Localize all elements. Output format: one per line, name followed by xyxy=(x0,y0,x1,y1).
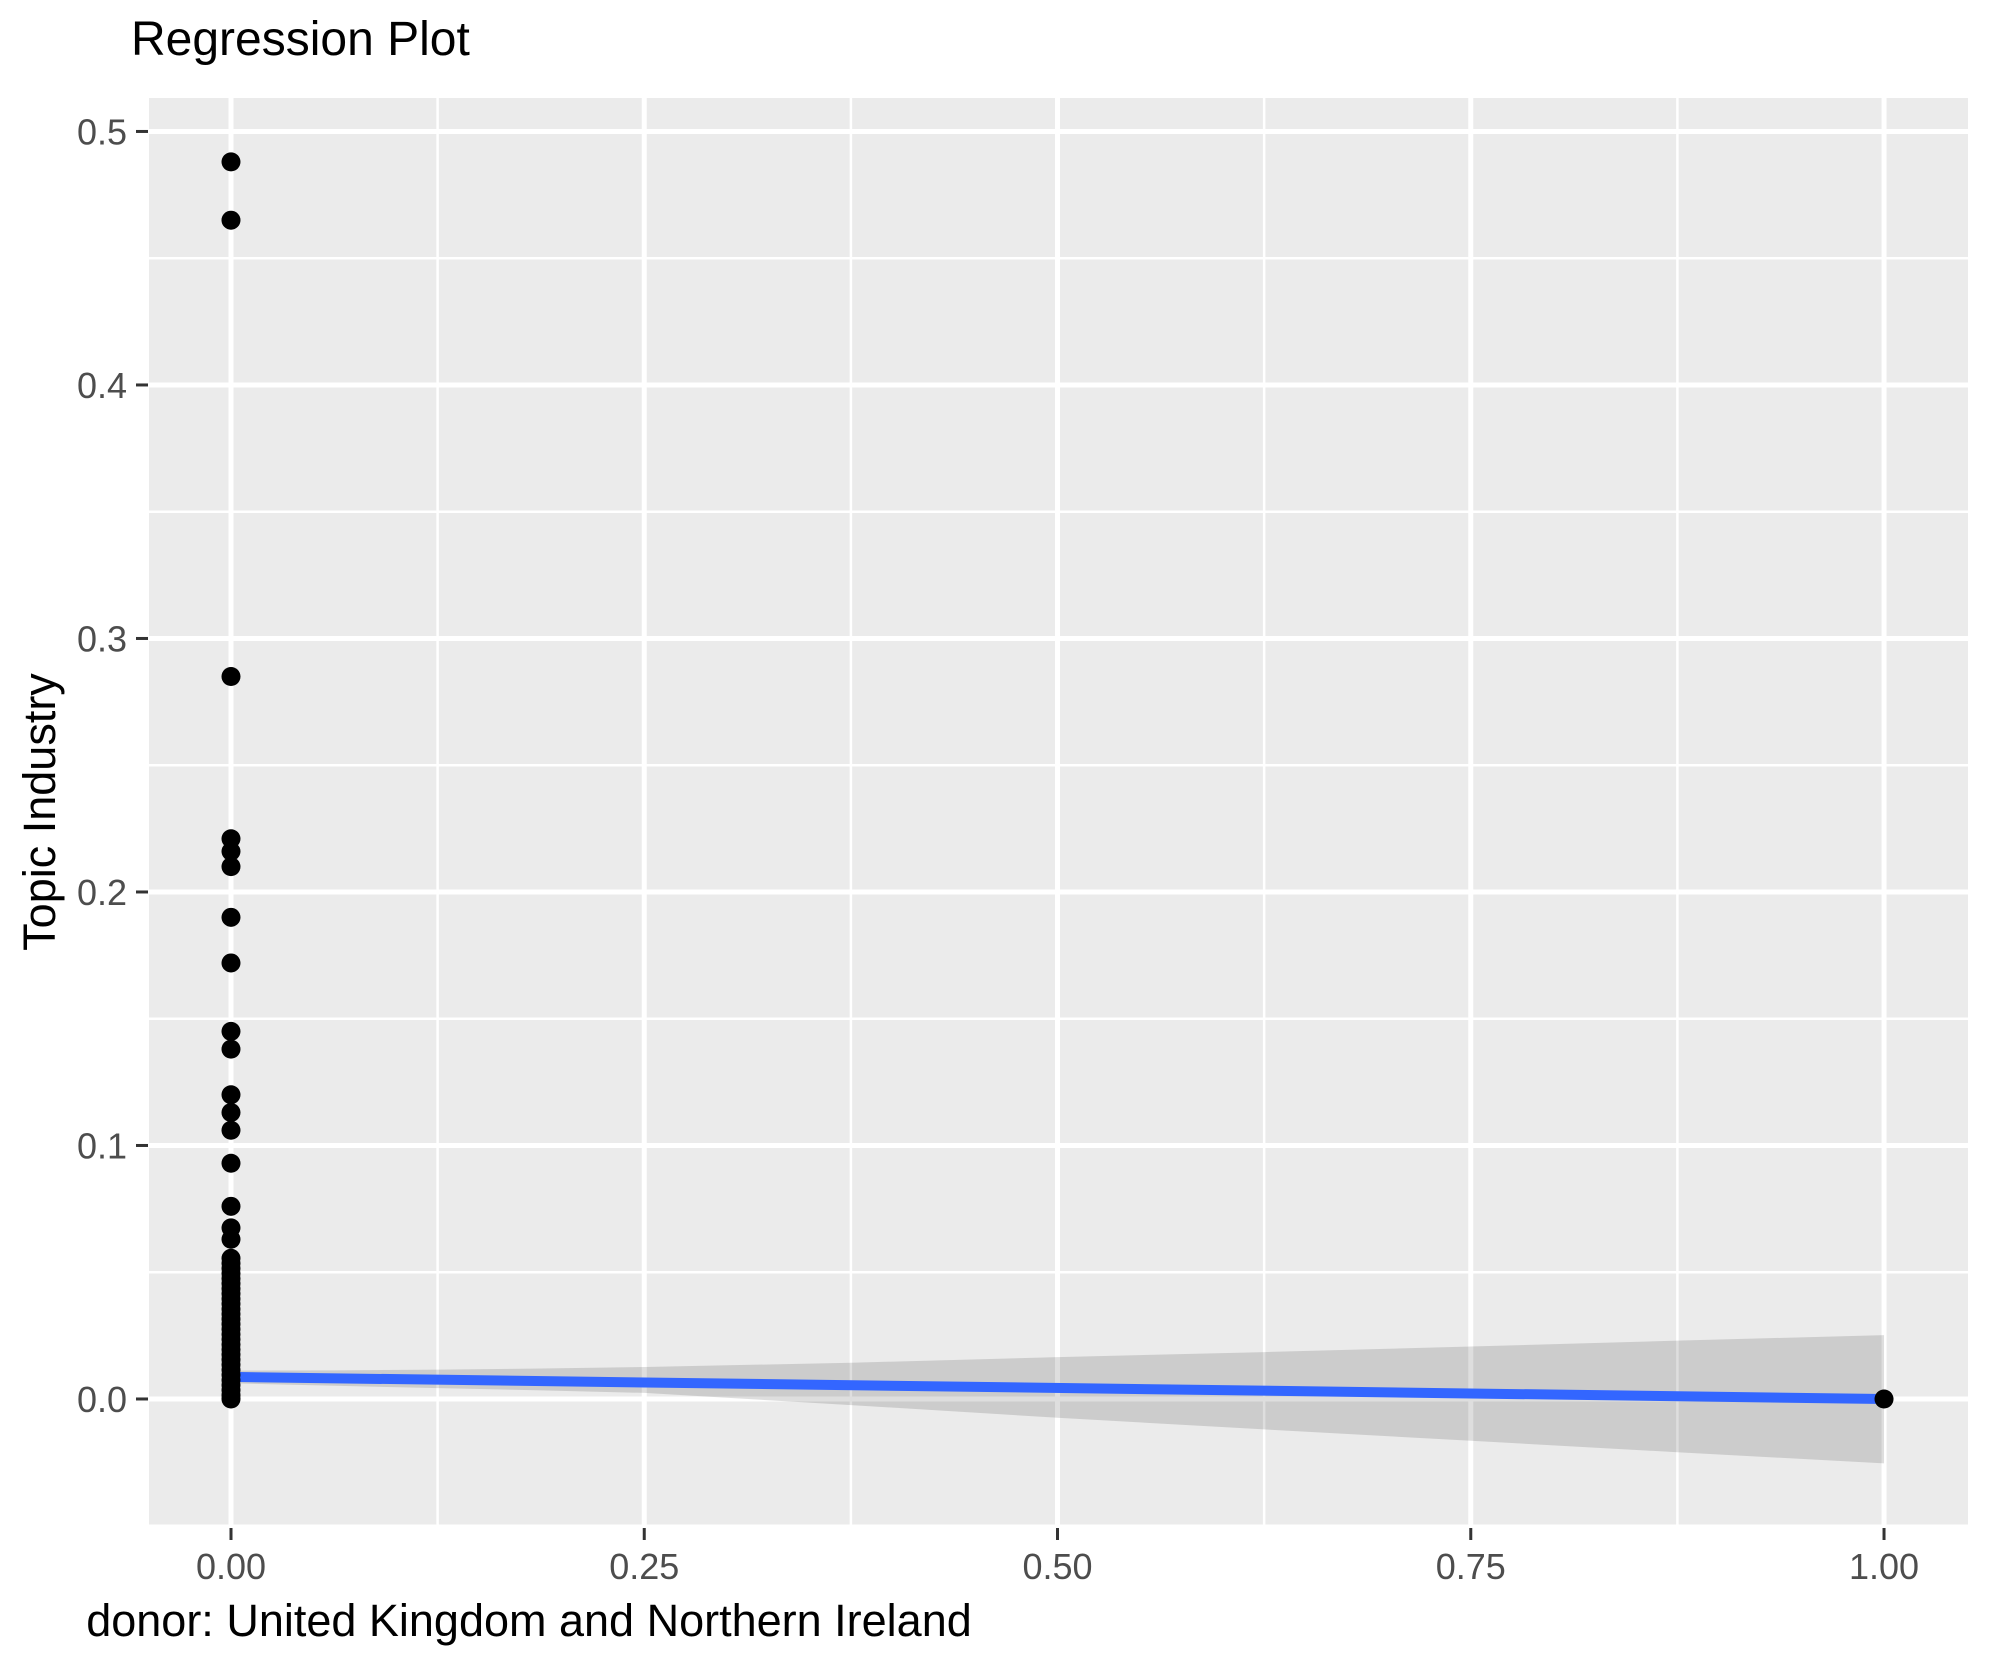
data-point xyxy=(221,1196,241,1216)
data-point xyxy=(221,1389,241,1409)
data-point xyxy=(221,1103,241,1123)
data-point xyxy=(1874,1389,1894,1409)
chart-title: Regression Plot xyxy=(131,13,470,66)
data-point xyxy=(221,1021,241,1041)
x-tick-label: 0.75 xyxy=(1436,1546,1506,1587)
data-point xyxy=(221,1153,241,1173)
data-point xyxy=(221,841,241,861)
data-point xyxy=(221,666,241,686)
data-point xyxy=(221,1229,241,1249)
confidence-band xyxy=(230,1335,1885,1464)
x-tick-label: 0.00 xyxy=(196,1546,266,1587)
y-tick-label: 0.2 xyxy=(77,872,127,913)
x-axis-title: donor: United Kingdom and Northern Irela… xyxy=(86,1595,972,1646)
data-point xyxy=(221,907,241,927)
x-tick-label: 0.25 xyxy=(609,1546,679,1587)
y-tick-label: 0.0 xyxy=(77,1379,127,1420)
data-point xyxy=(221,210,241,230)
data-point xyxy=(221,1085,241,1105)
y-tick-label: 0.1 xyxy=(77,1125,127,1166)
data-point xyxy=(221,953,241,973)
x-tick-label: 0.50 xyxy=(1022,1546,1092,1587)
x-tick-label: 1.00 xyxy=(1849,1546,1919,1587)
data-point xyxy=(221,1120,241,1140)
y-tick-label: 0.5 xyxy=(77,111,127,152)
y-axis-title: Topic Industry xyxy=(14,673,65,951)
data-point xyxy=(221,1039,241,1059)
y-tick-label: 0.4 xyxy=(77,365,127,406)
regression-line xyxy=(230,1371,1885,1404)
data-point xyxy=(221,152,241,172)
data-point xyxy=(221,857,241,877)
y-tick-label: 0.3 xyxy=(77,618,127,659)
